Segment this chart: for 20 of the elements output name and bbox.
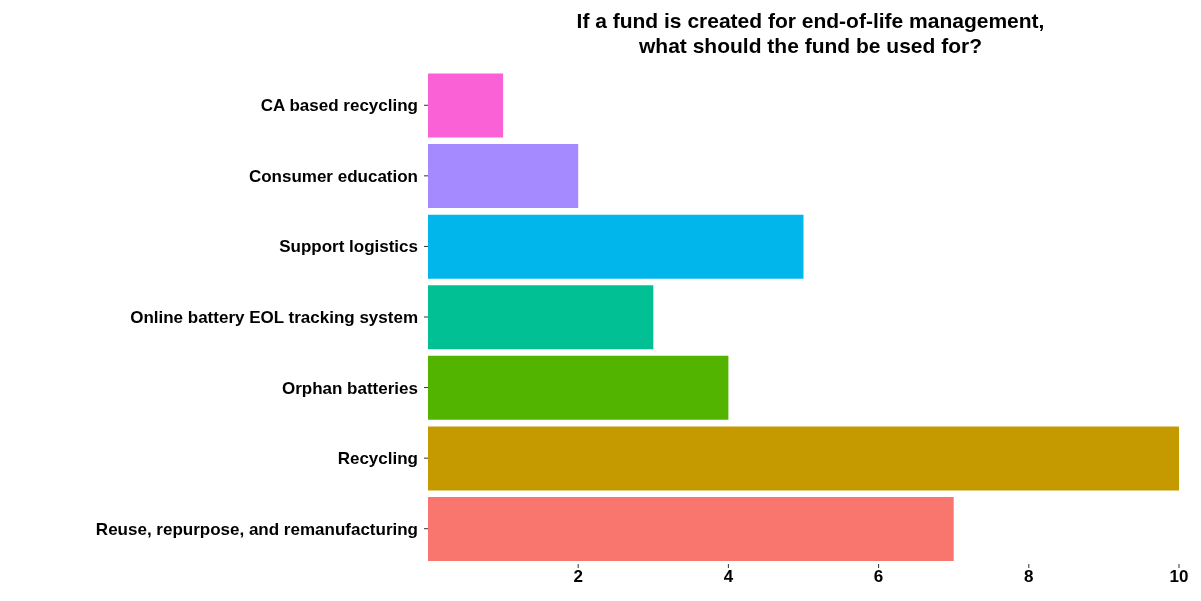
- x-tick-label: 8: [1024, 567, 1034, 587]
- y-tick-label: Recycling: [337, 449, 418, 469]
- bar: [428, 214, 804, 279]
- chart-title: If a fund is created for end-of-life management, what should the fund be used for?: [575, 8, 1046, 59]
- y-tick-label: Orphan batteries: [281, 378, 418, 398]
- y-tick-label: CA based recycling: [260, 96, 418, 116]
- bar: [428, 144, 579, 209]
- bar: [428, 496, 954, 561]
- x-tick-label: 2: [573, 567, 583, 587]
- bar: [428, 355, 729, 420]
- x-tick-label: 10: [1169, 567, 1189, 587]
- x-tick-label: 6: [873, 567, 884, 587]
- y-tick-label: Online battery EOL tracking system: [130, 308, 418, 328]
- x-tick-label: 4: [723, 567, 734, 587]
- y-tick-label: Consumer education: [248, 166, 418, 186]
- y-tick-label: Reuse, repurpose, and remanufacturing: [95, 519, 418, 539]
- y-tick-label: Support logistics: [279, 237, 418, 257]
- bar: [428, 73, 504, 138]
- bar: [428, 426, 1179, 491]
- bar: [428, 285, 654, 350]
